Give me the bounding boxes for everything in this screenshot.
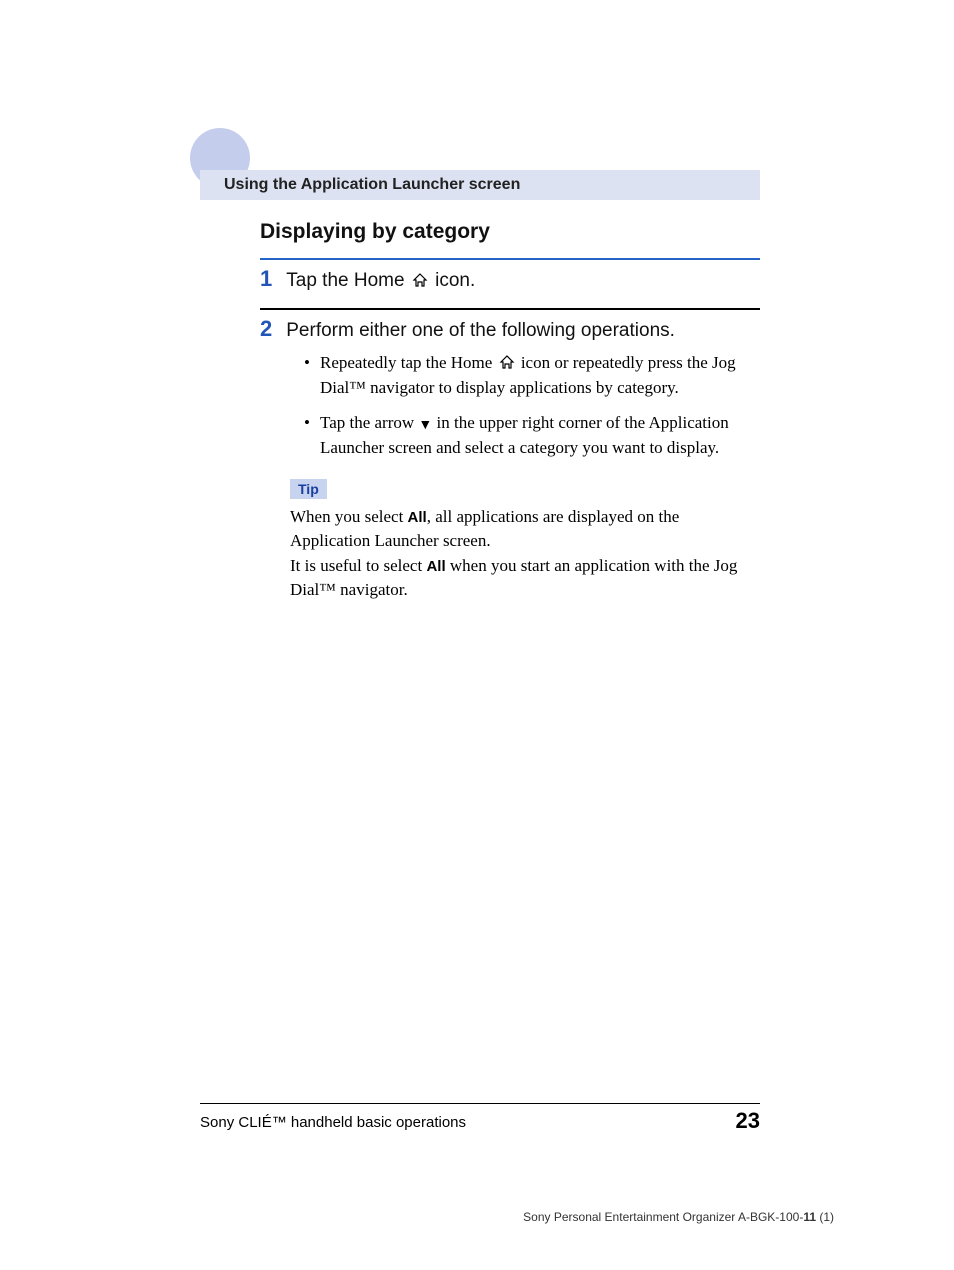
tip-line1-pre: When you select xyxy=(290,507,408,526)
step-1-text-pre: Tap the Home xyxy=(286,270,410,291)
step-1-block: 1 Tap the Home icon. xyxy=(260,258,760,294)
step-2-number: 2 xyxy=(260,318,272,340)
home-icon xyxy=(412,272,428,288)
footer-rule xyxy=(200,1103,760,1104)
step-2-bullets: Repeatedly tap the Home icon or repeated… xyxy=(304,351,760,460)
tip-bold-2: All xyxy=(426,558,445,575)
step-1-number: 1 xyxy=(260,268,272,290)
home-icon xyxy=(499,354,515,370)
tip-badge: Tip xyxy=(290,479,327,499)
tip-bold-1: All xyxy=(408,509,427,526)
bullet-2: Tap the arrow ▼ in the upper right corne… xyxy=(304,411,760,461)
content-area: Displaying by category 1 Tap the Home ic… xyxy=(260,220,760,603)
arrow-down-icon: ▼ xyxy=(418,418,432,433)
meta-post: (1) xyxy=(816,1210,834,1224)
meta-bold: 11 xyxy=(803,1210,816,1224)
step-1-text-post: icon. xyxy=(430,270,475,291)
footer-page-number: 23 xyxy=(736,1108,760,1134)
section-title-bar: Using the Application Launcher screen xyxy=(200,170,760,200)
bullet-1: Repeatedly tap the Home icon or repeated… xyxy=(304,351,760,400)
tip-line2-pre: It is useful to select xyxy=(290,556,426,575)
bullet-1-pre: Repeatedly tap the Home xyxy=(320,353,497,372)
meta-pre: Sony Personal Entertainment Organizer A-… xyxy=(523,1210,803,1224)
main-heading: Displaying by category xyxy=(260,220,760,244)
tip-body: When you select All, all applications ar… xyxy=(290,505,760,604)
page: Using the Application Launcher screen Di… xyxy=(0,0,954,1270)
bullet-2-pre: Tap the arrow xyxy=(320,413,418,432)
section-title-text: Using the Application Launcher screen xyxy=(224,176,520,193)
step-1-text: Tap the Home icon. xyxy=(286,268,760,294)
tip-block: Tip When you select All, all application… xyxy=(290,479,760,604)
footer-left-text: Sony CLIÉ™ handheld basic operations xyxy=(200,1114,466,1131)
step-2-text: Perform either one of the following oper… xyxy=(286,318,760,344)
meta-line: Sony Personal Entertainment Organizer A-… xyxy=(523,1210,834,1224)
step-2-block: 2 Perform either one of the following op… xyxy=(260,308,760,603)
step-2-text-pre: Perform either one of the following oper… xyxy=(286,320,675,341)
